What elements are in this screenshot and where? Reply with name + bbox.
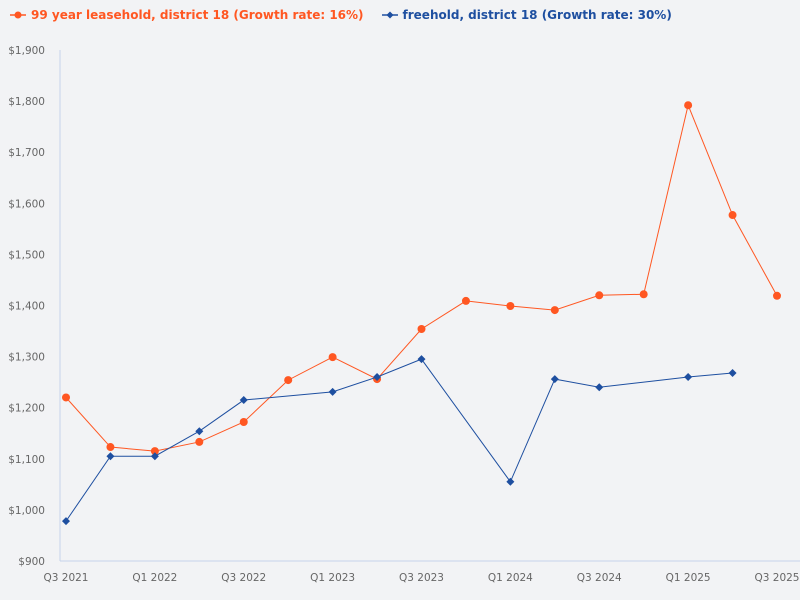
data-point	[728, 368, 737, 377]
y-tick-label: $1,200	[8, 403, 45, 415]
data-point	[684, 101, 693, 110]
data-point	[106, 452, 115, 461]
data-point	[684, 373, 693, 382]
y-tick-label: $1,700	[8, 147, 45, 159]
data-point	[150, 447, 159, 456]
y-tick-label: $1,300	[8, 352, 45, 364]
legend: 99 year leasehold, district 18 (Growth r…	[10, 8, 672, 22]
diamond-marker-icon	[381, 11, 398, 19]
x-tick-label: Q1 2024	[488, 572, 533, 584]
data-point	[150, 452, 159, 461]
data-point	[106, 443, 115, 452]
y-tick-label: $1,400	[8, 301, 45, 313]
y-tick-label: $1,100	[8, 454, 45, 466]
data-point	[373, 373, 382, 382]
data-point	[195, 427, 204, 436]
series-line-1	[65, 358, 733, 522]
data-point	[773, 291, 781, 300]
legend-item-leasehold[interactable]: 99 year leasehold, district 18 (Growth r…	[10, 8, 364, 22]
data-point	[239, 396, 248, 405]
data-point	[328, 353, 337, 362]
x-tick-label: Q1 2025	[666, 572, 711, 584]
x-tick-label: Q3 2021	[43, 572, 88, 584]
x-tick-label: Q3 2024	[577, 572, 622, 584]
data-point	[728, 211, 737, 220]
y-tick-label: $900	[18, 556, 45, 568]
data-point	[62, 517, 70, 526]
data-point	[595, 383, 604, 392]
data-point	[595, 291, 604, 300]
data-point	[639, 290, 648, 299]
data-point	[550, 306, 559, 315]
y-tick-label: $1,800	[8, 96, 45, 108]
data-point	[506, 302, 515, 311]
data-point	[417, 355, 426, 364]
legend-item-freehold[interactable]: freehold, district 18 (Growth rate: 30%)	[381, 8, 672, 22]
data-point	[195, 437, 204, 446]
x-tick-label: Q3 2022	[221, 572, 266, 584]
y-tick-label: $1,900	[8, 45, 45, 57]
x-tick-label: Q3 2025	[754, 572, 799, 584]
legend-label-leasehold: 99 year leasehold, district 18 (Growth r…	[31, 8, 364, 22]
x-tick-label: Q1 2022	[132, 572, 177, 584]
data-point	[239, 418, 248, 427]
y-tick-label: $1,000	[8, 505, 45, 517]
series-line-0	[65, 103, 778, 452]
y-tick-label: $1,500	[8, 249, 45, 261]
y-tick-label: $1,600	[8, 198, 45, 210]
legend-label-freehold: freehold, district 18 (Growth rate: 30%)	[402, 8, 672, 22]
data-point	[328, 387, 337, 396]
data-point	[62, 393, 70, 402]
data-point	[417, 325, 426, 334]
x-tick-label: Q1 2023	[310, 572, 355, 584]
data-point	[461, 296, 470, 305]
data-point	[284, 376, 293, 385]
data-point	[506, 477, 515, 486]
circle-marker-icon	[10, 11, 26, 19]
x-tick-label: Q3 2023	[399, 572, 444, 584]
data-point	[550, 375, 559, 384]
